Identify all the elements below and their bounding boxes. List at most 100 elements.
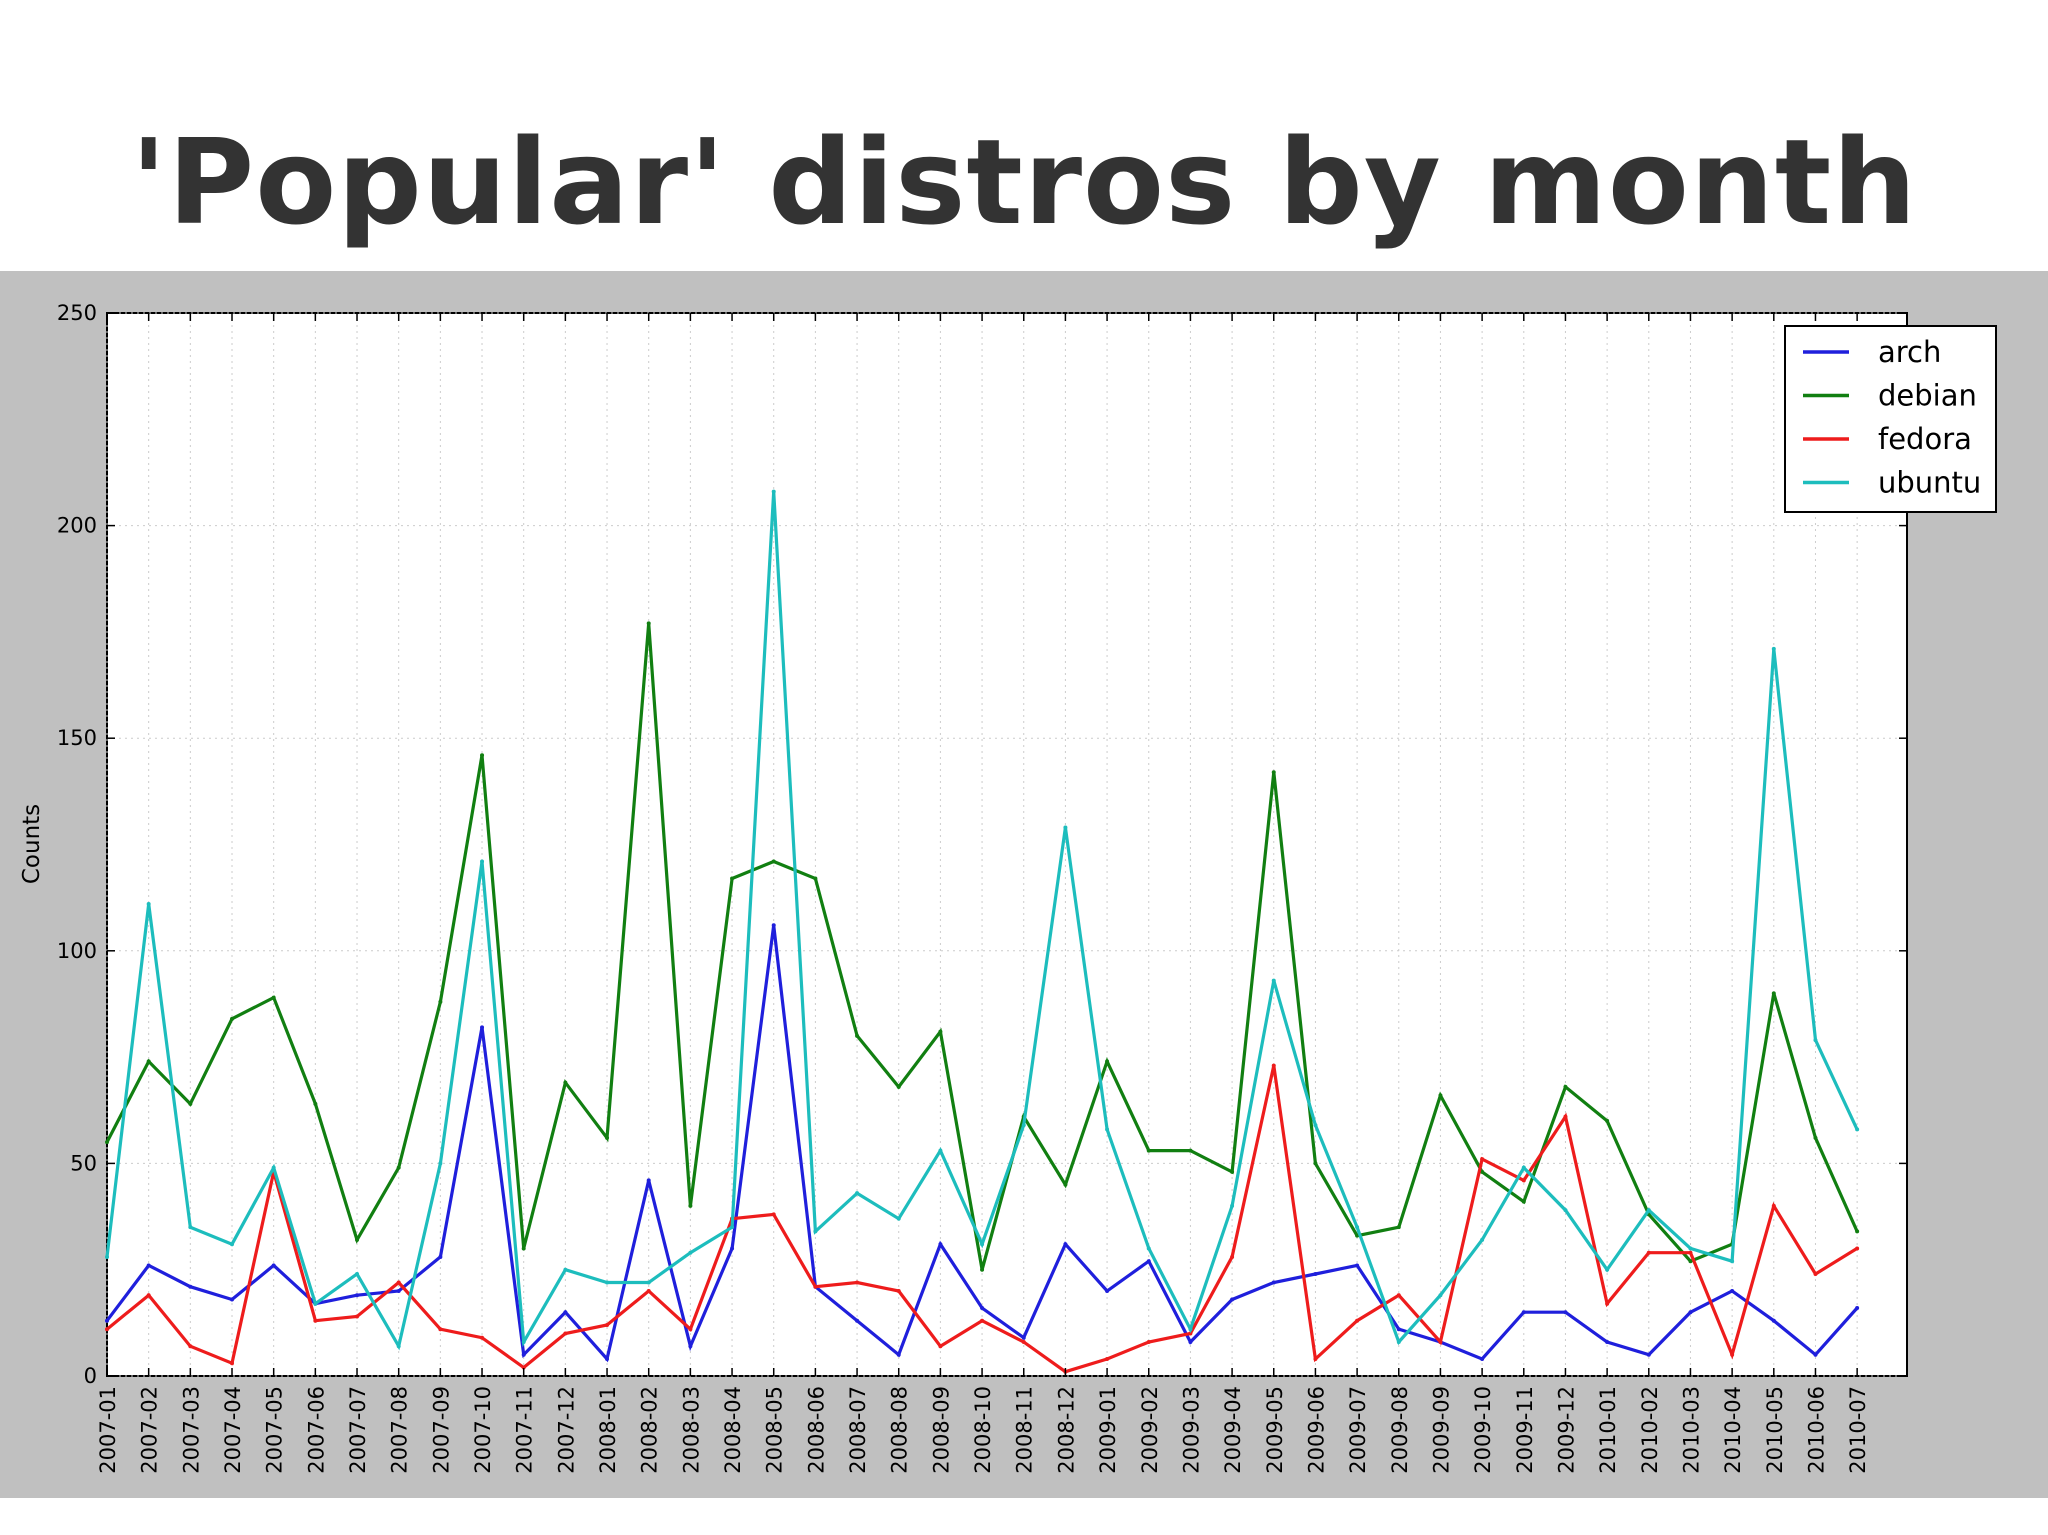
data-point-fedora	[646, 1288, 651, 1293]
data-point-arch	[1730, 1288, 1735, 1293]
data-point-debian	[813, 876, 818, 881]
data-point-arch	[271, 1263, 276, 1268]
x-tick-label: 2008-02	[638, 1386, 662, 1474]
x-tick-label: 2009-10	[1471, 1386, 1495, 1474]
x-tick-label: 2010-02	[1638, 1386, 1662, 1474]
data-point-debian	[1771, 991, 1776, 996]
data-point-debian	[271, 995, 276, 1000]
data-point-arch	[1188, 1339, 1193, 1344]
data-point-ubuntu	[646, 1280, 651, 1285]
data-point-arch	[1646, 1352, 1651, 1357]
data-point-arch	[438, 1254, 443, 1259]
data-point-debian	[1188, 1148, 1193, 1153]
data-point-ubuntu	[396, 1344, 401, 1349]
x-tick-label: 2009-11	[1513, 1386, 1537, 1474]
x-tick-label: 2009-12	[1554, 1386, 1578, 1474]
data-point-fedora	[1521, 1178, 1526, 1183]
legend-label: debian	[1878, 379, 1977, 413]
x-tick-label: 2009-01	[1096, 1386, 1120, 1474]
x-tick-label: 2007-09	[429, 1386, 453, 1474]
data-point-fedora	[1021, 1339, 1026, 1344]
data-point-fedora	[605, 1322, 610, 1327]
line-chart: 0 50 100 150 200 250 2007-01 2007-02 2007-03 2007…	[19, 301, 1997, 1474]
data-point-ubuntu	[1021, 1123, 1026, 1128]
data-point-fedora	[396, 1280, 401, 1285]
data-point-ubuntu	[1063, 825, 1068, 830]
data-point-debian	[1355, 1233, 1360, 1238]
y-tick-label: 0	[84, 1364, 97, 1388]
data-point-fedora	[938, 1344, 943, 1349]
data-point-arch	[521, 1352, 526, 1357]
data-point-fedora	[438, 1327, 443, 1332]
data-point-ubuntu	[1646, 1208, 1651, 1213]
data-point-fedora	[1271, 1063, 1276, 1068]
data-point-ubuntu	[605, 1280, 610, 1285]
data-point-debian	[1605, 1118, 1610, 1123]
x-tick-label: 2007-08	[388, 1386, 412, 1474]
data-point-ubuntu	[1146, 1246, 1151, 1251]
data-point-arch	[1480, 1356, 1485, 1361]
data-point-arch	[1855, 1305, 1860, 1310]
data-point-arch	[1688, 1310, 1693, 1315]
data-point-arch	[230, 1297, 235, 1302]
x-tick-label: 2010-03	[1679, 1386, 1703, 1474]
data-point-fedora	[1355, 1318, 1360, 1323]
data-point-debian	[1105, 1059, 1110, 1064]
x-tick-label: 2007-03	[179, 1386, 203, 1474]
data-point-arch	[1813, 1352, 1818, 1357]
data-point-ubuntu	[1771, 646, 1776, 651]
data-point-ubuntu	[271, 1165, 276, 1170]
data-point-debian	[771, 859, 776, 864]
y-tick-label: 100	[57, 939, 97, 963]
x-tick-label: 2008-12	[1054, 1386, 1078, 1474]
data-point-fedora	[1688, 1250, 1693, 1255]
data-point-fedora	[313, 1318, 318, 1323]
data-point-arch	[730, 1246, 735, 1251]
axes: 0 50 100 150 200 250 2007-01 2007-02 2007-03 2007…	[57, 301, 1907, 1474]
data-point-arch	[1271, 1280, 1276, 1285]
data-point-ubuntu	[688, 1250, 693, 1255]
data-point-ubuntu	[1688, 1246, 1693, 1251]
data-point-ubuntu	[1813, 1038, 1818, 1043]
data-point-arch	[1313, 1271, 1318, 1276]
data-point-fedora	[1230, 1254, 1235, 1259]
x-tick-label: 2009-02	[1138, 1386, 1162, 1474]
data-point-debian	[1396, 1225, 1401, 1230]
data-point-fedora	[355, 1314, 360, 1319]
data-point-debian	[730, 876, 735, 881]
data-point-ubuntu	[521, 1339, 526, 1344]
data-point-debian	[1813, 1135, 1818, 1140]
x-tick-label: 2008-07	[846, 1386, 870, 1474]
data-point-arch	[1146, 1259, 1151, 1264]
data-point-fedora	[1855, 1246, 1860, 1251]
data-point-ubuntu	[1605, 1267, 1610, 1272]
y-tick-label: 150	[57, 726, 97, 750]
data-point-ubuntu	[438, 1161, 443, 1166]
data-point-arch	[188, 1284, 193, 1289]
x-tick-label: 2008-04	[721, 1386, 745, 1474]
data-point-arch	[1521, 1310, 1526, 1315]
y-tick-label: 50	[70, 1151, 97, 1175]
x-tick-label: 2007-04	[221, 1386, 245, 1474]
data-point-ubuntu	[813, 1229, 818, 1234]
data-point-arch	[1563, 1310, 1568, 1315]
data-point-arch	[1105, 1288, 1110, 1293]
x-tick-label: 2009-07	[1346, 1386, 1370, 1474]
data-point-arch	[396, 1288, 401, 1293]
x-tick-label: 2008-05	[763, 1386, 787, 1474]
data-point-fedora	[1396, 1293, 1401, 1298]
data-point-debian	[146, 1059, 151, 1064]
data-point-arch	[646, 1178, 651, 1183]
data-point-arch	[563, 1310, 568, 1315]
data-point-fedora	[980, 1318, 985, 1323]
data-point-debian	[1146, 1148, 1151, 1153]
data-point-fedora	[1730, 1352, 1735, 1357]
data-point-debian	[855, 1033, 860, 1038]
data-point-debian	[980, 1267, 985, 1272]
data-point-fedora	[1646, 1250, 1651, 1255]
data-point-ubuntu	[1105, 1127, 1110, 1132]
y-tick-label: 200	[57, 514, 97, 538]
data-point-arch	[480, 1025, 485, 1030]
data-point-arch	[938, 1242, 943, 1247]
data-point-debian	[1480, 1169, 1485, 1174]
